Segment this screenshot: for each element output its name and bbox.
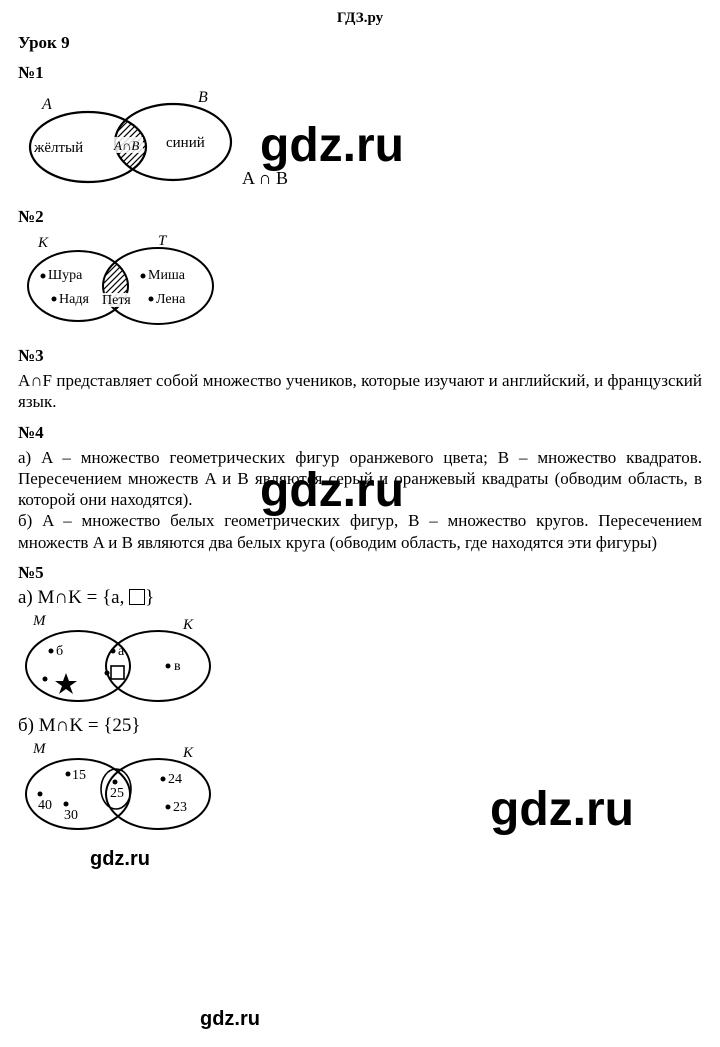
task2-venn: K T Шура Надя Петя Миша Лена — [18, 231, 228, 331]
task4-b: б) A – множество белых геометрических фи… — [18, 510, 702, 553]
task4-a: а) A – множество геометрических фигур ор… — [18, 447, 702, 511]
t1-intersection-caption: A ∩ B — [242, 168, 288, 189]
task3-text: A∩F представляет собой множество ученико… — [18, 370, 702, 413]
t5b-23: 23 — [173, 800, 187, 815]
task5b-expr: б) M∩K = {25} — [18, 715, 702, 737]
t2-shura: Шура — [48, 268, 83, 283]
lesson-title: Урок 9 — [18, 33, 702, 53]
t1-A-label: A — [41, 96, 52, 113]
t1-right: синий — [166, 135, 205, 151]
task1-venn: A B жёлтый синий A∩B — [18, 87, 238, 197]
t5a-b: б — [56, 644, 63, 659]
page: ГДЗ.ру Урок 9 №1 A B жёлтый синий — [0, 0, 720, 839]
task5a-venn: M K б а в — [18, 611, 218, 706]
t5a-v: в — [174, 659, 181, 674]
task5b-venn: M K 40 15 30 25 24 23 — [18, 739, 218, 834]
task1-label: №1 — [18, 63, 702, 83]
t5a-M: M — [32, 613, 47, 629]
task5a-expr: а) M∩K = {a, } — [18, 587, 702, 609]
task3-label: №3 — [18, 346, 702, 366]
t5b-M: M — [32, 741, 47, 757]
task5-label: №5 — [18, 563, 702, 583]
t5b-30: 30 — [64, 808, 78, 823]
t5b-K: K — [182, 745, 194, 761]
t1-left: жёлтый — [33, 140, 83, 156]
t2-misha: Миша — [148, 268, 186, 283]
task5a-exprleft: M∩K = {a, — [38, 587, 130, 608]
task5a-exprright: } — [145, 587, 154, 608]
t2-lena: Лена — [156, 292, 186, 307]
site-header: ГДЗ.ру — [18, 10, 702, 27]
t5b-25: 25 — [110, 786, 124, 801]
task5a-prefix: а) — [18, 587, 33, 608]
t5b-24: 24 — [168, 772, 182, 787]
t5a-K: K — [182, 617, 194, 633]
t1-B-label: B — [198, 89, 208, 106]
t2-petya: Петя — [102, 293, 131, 308]
t2-nadya: Надя — [59, 292, 89, 307]
task1-diagram-row: A B жёлтый синий A∩B A ∩ B — [18, 87, 702, 197]
square-icon — [129, 589, 145, 605]
task2-label: №2 — [18, 207, 702, 227]
task4-label: №4 — [18, 423, 702, 443]
t1-center: A∩B — [113, 138, 139, 153]
t2-K: K — [37, 235, 49, 251]
t2-T: T — [158, 233, 168, 249]
watermark-4: gdz.ru — [90, 848, 150, 871]
t5b-15: 15 — [72, 768, 86, 783]
watermark-5: gdz.ru — [200, 1008, 260, 1031]
t5a-a: а — [118, 644, 125, 659]
t5b-40: 40 — [38, 798, 52, 813]
